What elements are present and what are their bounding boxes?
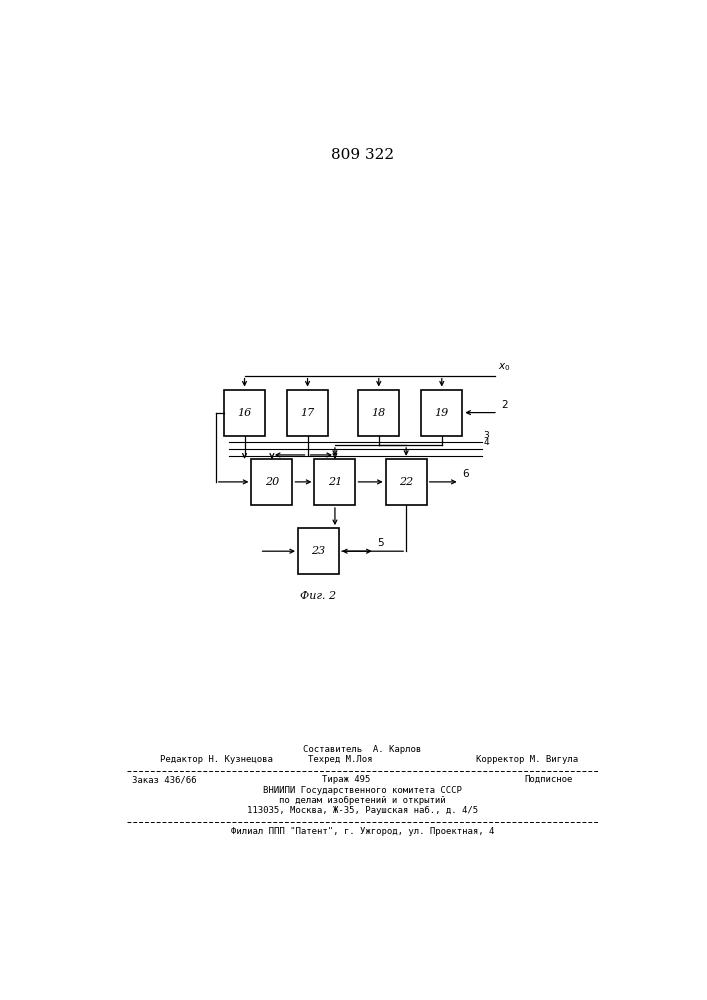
Bar — [224, 390, 265, 436]
Text: 16: 16 — [238, 408, 252, 418]
Text: $3$: $3$ — [483, 429, 490, 440]
Text: 20: 20 — [265, 477, 279, 487]
Text: Тираж 495: Тираж 495 — [322, 775, 370, 784]
Bar — [421, 390, 462, 436]
Bar — [287, 390, 328, 436]
Bar — [252, 459, 293, 505]
Text: 809 322: 809 322 — [331, 148, 394, 162]
Text: Составитель  А. Карлов: Составитель А. Карлов — [303, 745, 421, 754]
Text: 21: 21 — [328, 477, 342, 487]
Text: Техред М.Лоя: Техред М.Лоя — [308, 755, 373, 764]
Text: ВНИИПИ Государственного комитета СССР: ВНИИПИ Государственного комитета СССР — [263, 786, 462, 795]
Text: по делам изобретений и открытий: по делам изобретений и открытий — [279, 796, 445, 805]
Text: $x_0$: $x_0$ — [498, 361, 510, 373]
Text: Филиал ППП "Патент", г. Ужгород, ул. Проектная, 4: Филиал ППП "Патент", г. Ужгород, ул. Про… — [230, 827, 494, 836]
Text: $2$: $2$ — [501, 398, 508, 410]
Text: 113035, Москва, Ж-35, Раушская наб., д. 4/5: 113035, Москва, Ж-35, Раушская наб., д. … — [247, 806, 478, 815]
Text: 22: 22 — [399, 477, 414, 487]
Text: 19: 19 — [435, 408, 449, 418]
Bar — [385, 459, 427, 505]
Bar — [358, 390, 399, 436]
Text: Подписное: Подписное — [525, 775, 573, 784]
Text: 23: 23 — [311, 546, 326, 556]
Bar — [315, 459, 356, 505]
Text: $4$: $4$ — [483, 436, 491, 447]
Text: 18: 18 — [372, 408, 386, 418]
Text: $6$: $6$ — [462, 467, 470, 479]
Text: $5$: $5$ — [378, 536, 385, 548]
Text: Корректор М. Вигула: Корректор М. Вигула — [476, 755, 578, 764]
Text: Фиг. 2: Фиг. 2 — [300, 591, 337, 601]
Bar — [298, 528, 339, 574]
Text: Редактор Н. Кузнецова: Редактор Н. Кузнецова — [160, 755, 272, 764]
Text: 17: 17 — [300, 408, 315, 418]
Text: Заказ 436/66: Заказ 436/66 — [132, 775, 197, 784]
